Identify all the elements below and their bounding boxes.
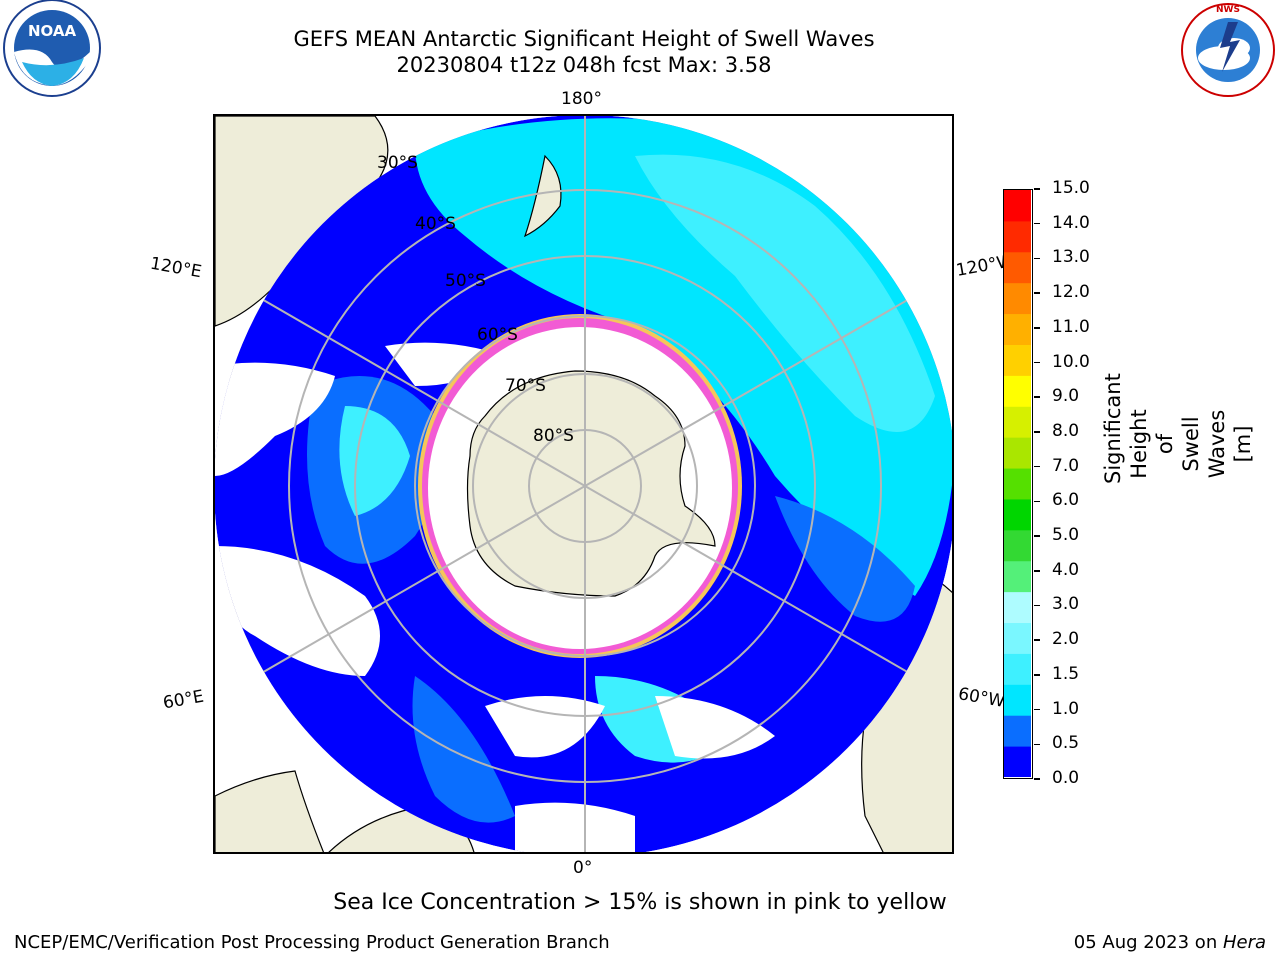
colorbar-tick-label: 15.0 [1052,178,1090,198]
colorbar-tick-label: 3.0 [1052,594,1080,615]
lat-label-60s: 60°S [477,325,518,345]
map-title: GEFS MEAN Antarctic Significant Height o… [293,27,875,51]
colorbar-swatch [1004,746,1031,777]
date-host-text: 05 Aug 2023 on Hera [1074,932,1266,953]
lat-label-40s: 40°S [415,214,456,234]
map-subtitle: 20230804 t12z 048h fcst Max: 3.58 [396,53,772,77]
credit-text: NCEP/EMC/Verification Post Processing Pr… [14,932,610,953]
host-text: Hera [1222,932,1266,953]
colorbar-swatches [1004,190,1031,777]
colorbar-tick-label: 2.0 [1052,629,1080,650]
colorbar-tick [1034,535,1040,537]
colorbar-swatch [1004,715,1031,747]
lat-label-30s: 30°S [377,153,418,173]
colorbar-tick [1034,778,1040,780]
lat-label-50s: 50°S [445,271,486,291]
lat-label-70s: 70°S [505,376,546,396]
colorbar-tick [1034,674,1040,676]
colorbar-swatch [1004,406,1031,438]
colorbar-tick-label: 1.5 [1052,663,1080,684]
lon-label-60e: 60°E [161,686,206,714]
colorbar-tick [1034,708,1040,711]
colorbar-tick-label: 11.0 [1052,316,1090,337]
nodata-zone-2 [215,546,380,676]
colorbar-tick [1034,465,1040,468]
lon-label-0: 0° [573,858,593,878]
colorbar-swatch [1004,251,1031,284]
svg-text:NOAA: NOAA [28,22,77,40]
noaa-logo: NOAA [2,0,102,100]
lon-label-60w: 60°W [956,684,1007,712]
colorbar-tick [1034,222,1040,225]
svg-text:NWS: NWS [1216,5,1240,15]
colorbar-tick [1034,257,1040,260]
colorbar-swatch [1004,560,1031,593]
colorbar-swatch [1004,653,1031,685]
colorbar-tick [1034,743,1040,746]
colorbar-swatch [1004,375,1031,407]
colorbar-tick [1034,292,1040,294]
colorbar [1003,189,1033,779]
colorbar-tick [1034,604,1040,607]
map-panel: 30°S 40°S 50°S 60°S 70°S 80°S [213,114,954,854]
nws-logo: NWS [1176,0,1276,100]
colorbar-tick-label: 5.0 [1052,525,1080,546]
nodata-zone-5 [515,802,635,852]
lon-label-120e: 120°E [148,253,204,283]
colorbar-swatch [1004,468,1031,500]
colorbar-swatch [1004,684,1031,716]
nodata-zone-6 [655,696,775,759]
colorbar-tick [1034,570,1040,572]
swell-band-north-core [635,154,935,433]
colorbar-swatch [1004,529,1031,562]
graticule [215,116,952,852]
colorbar-swatch [1004,282,1031,315]
colorbar-tick-label: 1.0 [1052,698,1080,719]
land-new-zealand [523,154,562,238]
colorbar-swatch [1004,622,1031,654]
colorbar-tick [1034,396,1040,398]
colorbar-tick-label: 9.0 [1052,386,1080,407]
swell-band-southwest [412,676,515,823]
colorbar-swatch [1004,190,1031,222]
sea-ice-note: Sea Ice Concentration > 15% is shown in … [333,890,947,915]
colorbar-tick [1034,639,1040,641]
swell-band-west-core [339,406,410,516]
colorbar-tick [1034,431,1040,433]
colorbar-tick-label: 4.0 [1052,559,1080,580]
swell-band-east [775,496,915,622]
colorbar-tick-label: 13.0 [1052,247,1090,268]
nodata-zone-4 [485,696,605,758]
colorbar-tick-label: 8.0 [1052,420,1080,441]
map-canvas [215,116,952,852]
colorbar-tick [1034,361,1040,364]
colorbar-tick [1034,327,1040,329]
colorbar-tick-label: 7.0 [1052,455,1080,476]
lon-label-180: 180° [561,89,602,109]
colorbar-swatch [1004,313,1031,345]
colorbar-tick-label: 6.0 [1052,490,1080,511]
colorbar-tick [1034,188,1040,190]
colorbar-tick-label: 10.0 [1052,351,1090,372]
lat-label-80s: 80°S [533,426,574,446]
colorbar-swatch [1004,591,1031,624]
date-text: 05 Aug 2023 on [1073,932,1223,953]
colorbar-tick-label: 0.0 [1052,768,1080,788]
colorbar-tick [1034,500,1040,503]
colorbar-tick-label: 0.5 [1052,733,1080,754]
colorbar-swatch [1004,344,1031,376]
colorbar-tick-label: 14.0 [1052,212,1090,233]
colorbar-tick-label: 12.0 [1052,282,1090,303]
colorbar-swatch [1004,437,1031,469]
land-africa-west [215,770,325,852]
colorbar-swatch [1004,498,1031,531]
colorbar-title: Significant Height of Swell Waves [m] [1101,373,1255,484]
colorbar-swatch [1004,220,1031,253]
